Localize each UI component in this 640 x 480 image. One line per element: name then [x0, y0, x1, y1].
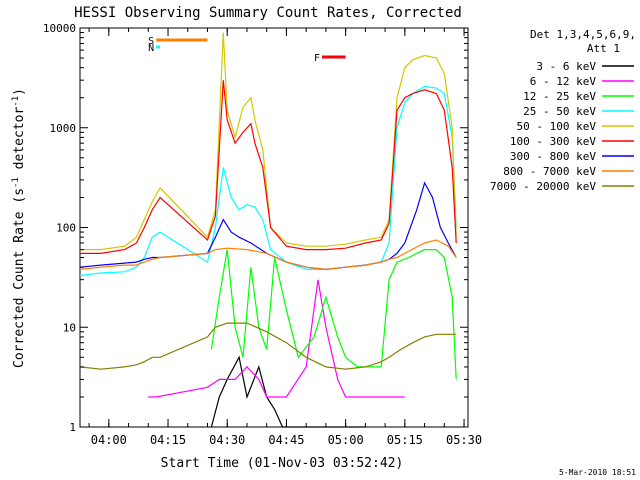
series-line: [80, 32, 457, 251]
series-line: [79, 239, 457, 271]
x-tick-label: 05:00: [328, 433, 364, 447]
legend-label: 100 - 300 keV: [510, 135, 596, 148]
legend-label: 300 - 800 keV: [510, 150, 596, 163]
footer-date: 5-Mar-2010 18:51: [559, 468, 636, 477]
x-tick-label: 05:30: [446, 433, 482, 447]
x-tick-label: 04:15: [150, 433, 186, 447]
chart-title: HESSI Observing Summary Count Rates, Cor…: [74, 5, 462, 21]
y-axis-label-main: Corrected Count Rate (s: [12, 188, 27, 368]
series-line: [210, 249, 457, 380]
legend-label: 25 - 50 keV: [523, 105, 596, 118]
y-axis-ticks: 1 10 100 1000 10000: [43, 22, 468, 434]
flag-label: F: [314, 53, 320, 64]
x-tick-label: 05:15: [387, 433, 423, 447]
series-line: [210, 355, 366, 428]
legend-label: 7000 - 20000 keV: [490, 180, 596, 193]
y-tick-label: 1000: [50, 122, 77, 135]
y-axis-label-mid: detector: [12, 107, 27, 178]
plot-area: SN F 1 10 100 1000 10000 04:00 04:15 04:30 04:45…: [43, 22, 482, 447]
flag-label: N: [148, 43, 154, 54]
legend-header-1: Det 1,3,4,5,6,9,: [530, 28, 636, 41]
legend-label: 12 - 25 keV: [523, 90, 596, 103]
legend-label: 800 - 7000 keV: [503, 165, 596, 178]
legend-label: 50 - 100 keV: [517, 120, 597, 133]
x-tick-label: 04:30: [209, 433, 245, 447]
series-layer: [79, 32, 457, 428]
x-tick-label: 04:00: [91, 433, 127, 447]
y-tick-label: 10: [63, 321, 76, 334]
y-axis-label: Corrected Count Rate (s-1 detector-1): [11, 88, 27, 368]
series-line: [80, 80, 457, 254]
series-line: [79, 322, 457, 370]
y-tick-label: 100: [56, 222, 76, 235]
flag-label: S: [148, 36, 154, 47]
x-axis-ticks: 04:00 04:15 04:30 04:45 05:00 05:15 05:30: [88, 28, 482, 447]
legend-label: 6 - 12 keV: [530, 75, 597, 88]
y-axis-label-sup2: -1: [11, 96, 21, 107]
series-line: [79, 85, 457, 277]
legend-items: 3 - 6 keV 6 - 12 keV 12 - 25 keV 25 - 50 ke…: [490, 60, 634, 193]
legend-header-2: Att 1: [587, 42, 620, 55]
x-axis-label: Start Time (01-Nov-03 03:52:42): [161, 456, 404, 471]
y-axis-label-sup1: -1: [11, 177, 21, 188]
y-tick-label: 1: [69, 421, 76, 434]
legend: Det 1,3,4,5,6,9, Att 1 3 - 6 keV 6 - 12 k…: [490, 28, 636, 193]
flag-layer: SN F: [148, 36, 346, 64]
x-tick-label: 04:45: [268, 433, 304, 447]
y-tick-label: 10000: [43, 22, 76, 35]
y-axis-label-end: ): [12, 88, 27, 96]
legend-label: 3 - 6 keV: [536, 60, 596, 73]
series-line: [148, 279, 405, 398]
